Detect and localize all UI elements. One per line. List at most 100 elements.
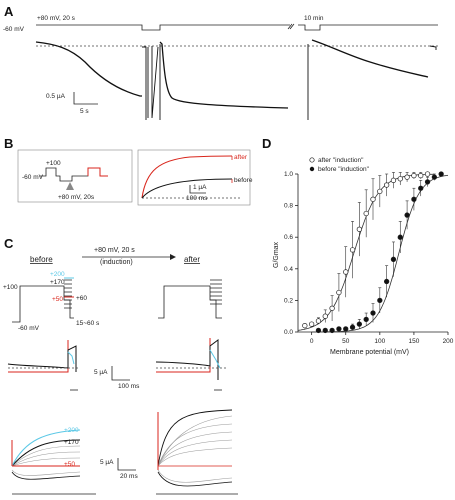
d-x-ticks: 0 50 100 150 200: [310, 332, 454, 345]
d-point-before: [411, 196, 417, 202]
d-point-after: [363, 210, 369, 217]
d-point-before: [424, 179, 431, 185]
c-protocol-after: [158, 285, 222, 319]
d-y-tick-label: 0.4: [284, 266, 293, 273]
a-scale-bar: [73, 92, 98, 105]
c-after-title: after: [184, 255, 200, 264]
d-y-ticks: 0.0 0.2 0.4 0.6 0.8 1.0: [284, 171, 298, 336]
a-protocol-label: +80 mV, 20 s: [37, 15, 76, 22]
a-gap-label: 10 min: [304, 15, 324, 22]
a-break-mark: [287, 23, 295, 30]
a-scale-current: 0.5 µA: [46, 93, 66, 100]
panel-label-d: D: [262, 136, 271, 151]
d-point-after: [349, 247, 356, 253]
a-tail-1: [142, 46, 159, 120]
d-point-after: [411, 172, 417, 179]
d-point-after: [336, 289, 342, 296]
d-legend-open-marker: [309, 157, 315, 163]
c-before-title: before: [30, 255, 53, 264]
g-gmax-chart: 0 50 100 150 200 0.0 0.2 0.4 0.6 0.8 1.0 Membrane…: [273, 157, 454, 356]
d-legend-before: before "induction": [318, 166, 370, 173]
d-point-before: [397, 234, 403, 240]
d-point-after: [397, 176, 403, 182]
c-v-plus170: +170: [50, 279, 65, 286]
c-scale2-current: 5 µA: [100, 459, 114, 466]
c-tail-plus170: +170: [64, 439, 79, 446]
c-v-range: 15~60 s: [76, 320, 100, 327]
d-point-before: [343, 326, 349, 332]
d-point-after: [302, 323, 308, 329]
d-point-before: [431, 174, 438, 180]
d-point-after: [308, 321, 315, 327]
c-scale1-bar: [111, 366, 130, 381]
c-induction-line2: (induction): [100, 259, 133, 266]
a-holding-label: -60 mV: [3, 26, 25, 33]
c-scale2-time: 20 ms: [120, 473, 138, 480]
c-v-plus60: +60: [76, 295, 87, 302]
c-step-family-after: [210, 279, 222, 305]
c-scale1-time: 100 ms: [118, 383, 140, 390]
d-point-before: [418, 185, 424, 191]
b-step-label: +100: [46, 160, 61, 167]
d-y-tick-label: 0.2: [284, 297, 293, 304]
b-after-label: after: [234, 154, 248, 161]
d-point-before: [322, 327, 328, 334]
d-point-after: [424, 171, 431, 177]
c-v-plus50: +50: [52, 296, 63, 303]
b-protocol-line-black: [40, 167, 108, 182]
d-point-after: [329, 305, 335, 311]
d-point-before: [349, 324, 356, 330]
d-y-tick-label: 0.0: [284, 329, 293, 336]
d-legend-after: after "induction": [318, 157, 364, 164]
a-trace-after: [311, 39, 429, 78]
d-point-before: [377, 297, 383, 304]
panel-label-c: C: [4, 236, 14, 251]
d-point-after: [383, 182, 390, 188]
c-step-family-before: [64, 279, 72, 309]
c-scale1-current: 5 µA: [94, 369, 108, 376]
b-trace-before: [141, 178, 233, 199]
panel-label-b: B: [4, 136, 13, 151]
d-point-before: [363, 316, 369, 323]
b-scale-bar: [189, 185, 206, 194]
d-point-after: [322, 313, 328, 319]
c-scale2-bar: [117, 458, 136, 471]
c-v-plus100: +100: [3, 284, 18, 291]
d-y-tick-label: 0.8: [284, 203, 293, 210]
d-point-after: [315, 318, 322, 324]
d-point-after: [390, 177, 397, 183]
d-point-after: [404, 174, 410, 180]
c-trace-black-after: [155, 339, 219, 380]
a-trace-during: [159, 41, 289, 109]
d-x-tick-label: 0: [310, 338, 314, 345]
b-arrow-icon: [66, 182, 74, 190]
d-x-tick-label: 200: [443, 338, 454, 345]
a-scale-time: 5 s: [80, 108, 89, 115]
d-x-tick-label: 100: [374, 338, 385, 345]
a-trace-before: [35, 41, 142, 97]
d-point-before: [404, 212, 410, 218]
d-point-after: [377, 188, 383, 195]
d-legend-filled-marker: [309, 166, 315, 172]
d-series: [297, 171, 449, 334]
d-point-after: [356, 226, 363, 232]
c-trace-black-before: [7, 345, 77, 372]
c-tail-family-before: [11, 429, 81, 480]
b-protocol-box: [17, 149, 133, 203]
d-point-before: [329, 327, 335, 334]
d-point-before: [370, 310, 376, 316]
c-tail-plus50: +50: [64, 461, 75, 468]
b-scale-current: 1 µA: [193, 184, 207, 191]
b-scale-time: 100 ms: [186, 195, 208, 202]
b-trace-box: [137, 149, 251, 206]
d-point-before: [383, 278, 390, 285]
c-trace-red-after: [156, 338, 211, 373]
c-induction-line1: +80 mV, 20 s: [94, 247, 135, 254]
panel-label-a: A: [4, 4, 14, 19]
c-trace-cyan-after: [209, 349, 221, 369]
d-x-label: Membrane potential (mV): [330, 349, 409, 356]
d-point-before: [336, 326, 342, 332]
d-point-before: [390, 256, 397, 262]
d-y-label: G/Gmax: [273, 241, 280, 268]
